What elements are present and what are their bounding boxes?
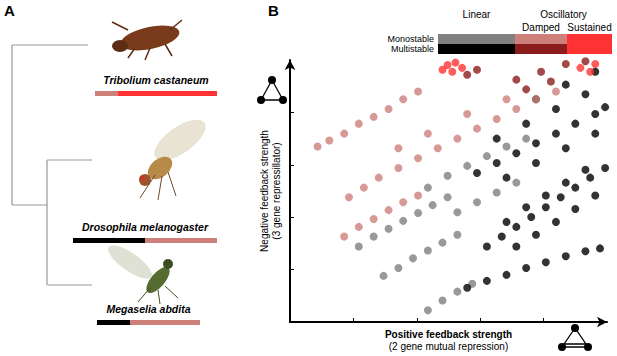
svg-text:(3 gene repressillator): (3 gene repressillator) bbox=[271, 142, 282, 239]
svg-text:Multistable: Multistable bbox=[391, 44, 434, 54]
svg-text:Drosophila melanogaster: Drosophila melanogaster bbox=[82, 221, 209, 233]
svg-text:Negative feedback strength: Negative feedback strength bbox=[259, 130, 270, 252]
svg-text:Tribolium castaneum: Tribolium castaneum bbox=[103, 74, 208, 86]
svg-text:Monostable: Monostable bbox=[387, 34, 434, 44]
svg-text:Oscillatory: Oscillatory bbox=[540, 9, 587, 20]
svg-text:B: B bbox=[268, 2, 279, 19]
svg-text:Damped: Damped bbox=[522, 22, 560, 33]
svg-text:A: A bbox=[4, 2, 15, 19]
svg-text:Megaselia abdita: Megaselia abdita bbox=[106, 303, 190, 315]
svg-text:Sustained: Sustained bbox=[567, 22, 611, 33]
svg-text:Linear: Linear bbox=[463, 9, 491, 20]
svg-text:Positive feedback strength: Positive feedback strength bbox=[385, 329, 512, 340]
svg-text:(2 gene mutual repression): (2 gene mutual repression) bbox=[389, 341, 509, 352]
